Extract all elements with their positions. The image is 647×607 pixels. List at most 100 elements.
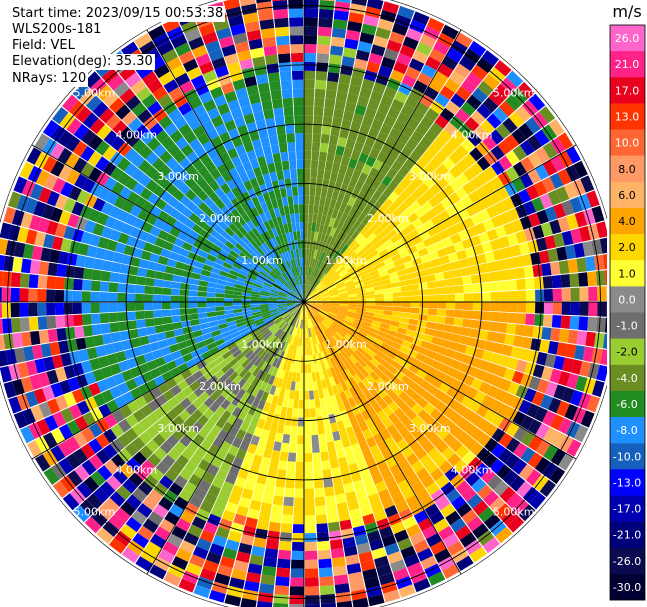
range-gate <box>410 289 420 296</box>
range-gate <box>360 409 371 421</box>
range-gate <box>125 95 141 111</box>
range-gate <box>153 218 165 230</box>
range-gate <box>550 328 561 342</box>
range-gate <box>260 136 271 148</box>
range-gate <box>140 130 155 145</box>
range-gate <box>230 23 246 36</box>
range-gate <box>110 166 124 181</box>
range-gate <box>276 378 284 388</box>
range-gate <box>173 441 187 455</box>
start-time-label: Start time: 2023/09/15 00:53:38 <box>10 6 226 22</box>
range-gate <box>365 374 376 385</box>
range-gate <box>262 192 271 203</box>
range-gate <box>236 505 249 517</box>
range-gate <box>365 262 376 270</box>
range-gate <box>471 64 488 81</box>
range-gate <box>307 257 311 267</box>
range-gate <box>102 91 119 107</box>
range-gate <box>341 272 351 280</box>
range-gate <box>336 373 345 384</box>
range-gate <box>27 440 43 458</box>
range-gate <box>414 385 427 397</box>
range-gate <box>428 571 446 586</box>
range-gate <box>362 568 378 581</box>
range-gate <box>337 311 347 316</box>
range-gate <box>299 310 303 320</box>
range-gate <box>322 468 332 479</box>
range-gate <box>502 117 518 134</box>
range-gate <box>219 460 232 473</box>
range-gate <box>340 350 349 360</box>
range-gate <box>312 302 322 304</box>
range-gate <box>407 562 424 576</box>
range-gate <box>189 554 206 568</box>
range-gate <box>327 285 337 292</box>
range-gate <box>435 279 446 288</box>
range-gate <box>307 309 313 319</box>
range-gate <box>187 343 199 353</box>
range-gate <box>523 200 537 216</box>
range-gate <box>60 181 74 198</box>
range-gate <box>304 115 314 125</box>
range-gate <box>216 283 226 290</box>
range-gate <box>285 343 291 353</box>
range-gate <box>344 101 357 113</box>
range-gate <box>290 290 298 297</box>
range-gate <box>197 307 207 314</box>
range-gate <box>310 277 315 286</box>
range-gate <box>267 72 280 83</box>
range-gate <box>106 399 120 414</box>
range-gate <box>282 433 291 444</box>
range-gate <box>450 517 467 533</box>
range-gate <box>191 324 201 332</box>
colorbar-tick-label: 26.0 <box>615 32 640 45</box>
range-gate <box>288 443 297 453</box>
range-gate <box>74 464 90 482</box>
range-gate <box>423 373 435 384</box>
range-gate <box>506 437 521 453</box>
range-gate <box>278 234 285 244</box>
range-gate <box>244 479 256 491</box>
range-gate <box>588 302 598 317</box>
range-gate <box>386 379 397 390</box>
range-gate <box>392 296 402 302</box>
range-gate <box>424 327 435 337</box>
range-gate <box>490 215 503 228</box>
range-gate <box>293 287 300 295</box>
range-gate <box>225 281 236 288</box>
range-gate <box>239 344 249 353</box>
range-gate <box>328 63 341 74</box>
range-gate <box>493 342 505 355</box>
range-gate <box>190 245 201 255</box>
range-gate <box>348 302 358 305</box>
range-gate <box>234 258 245 267</box>
range-gate <box>335 251 343 261</box>
range-gate <box>437 63 454 78</box>
range-gate <box>153 504 169 519</box>
colorbar-swatch <box>610 129 645 156</box>
range-gate <box>190 272 201 280</box>
range-gate <box>274 116 285 127</box>
range-gate <box>555 186 570 203</box>
range-gate <box>273 602 289 607</box>
range-gate <box>313 115 323 125</box>
range-gate <box>502 197 515 211</box>
range-gate <box>463 310 473 319</box>
range-gate <box>31 245 43 261</box>
range-gate <box>304 328 306 338</box>
range-gate <box>51 236 64 251</box>
range-gate <box>376 205 387 216</box>
range-gate <box>523 265 534 278</box>
range-gate <box>146 359 158 371</box>
range-gate <box>478 381 491 395</box>
range-gate <box>29 259 41 275</box>
range-gate <box>284 389 291 399</box>
range-gate <box>294 213 300 223</box>
range-gate <box>596 317 606 333</box>
range-gate <box>386 424 399 436</box>
range-gate <box>372 391 383 403</box>
range-gate <box>585 331 596 347</box>
range-gate <box>461 509 478 525</box>
range-gate <box>380 234 391 245</box>
range-gate <box>251 288 261 293</box>
